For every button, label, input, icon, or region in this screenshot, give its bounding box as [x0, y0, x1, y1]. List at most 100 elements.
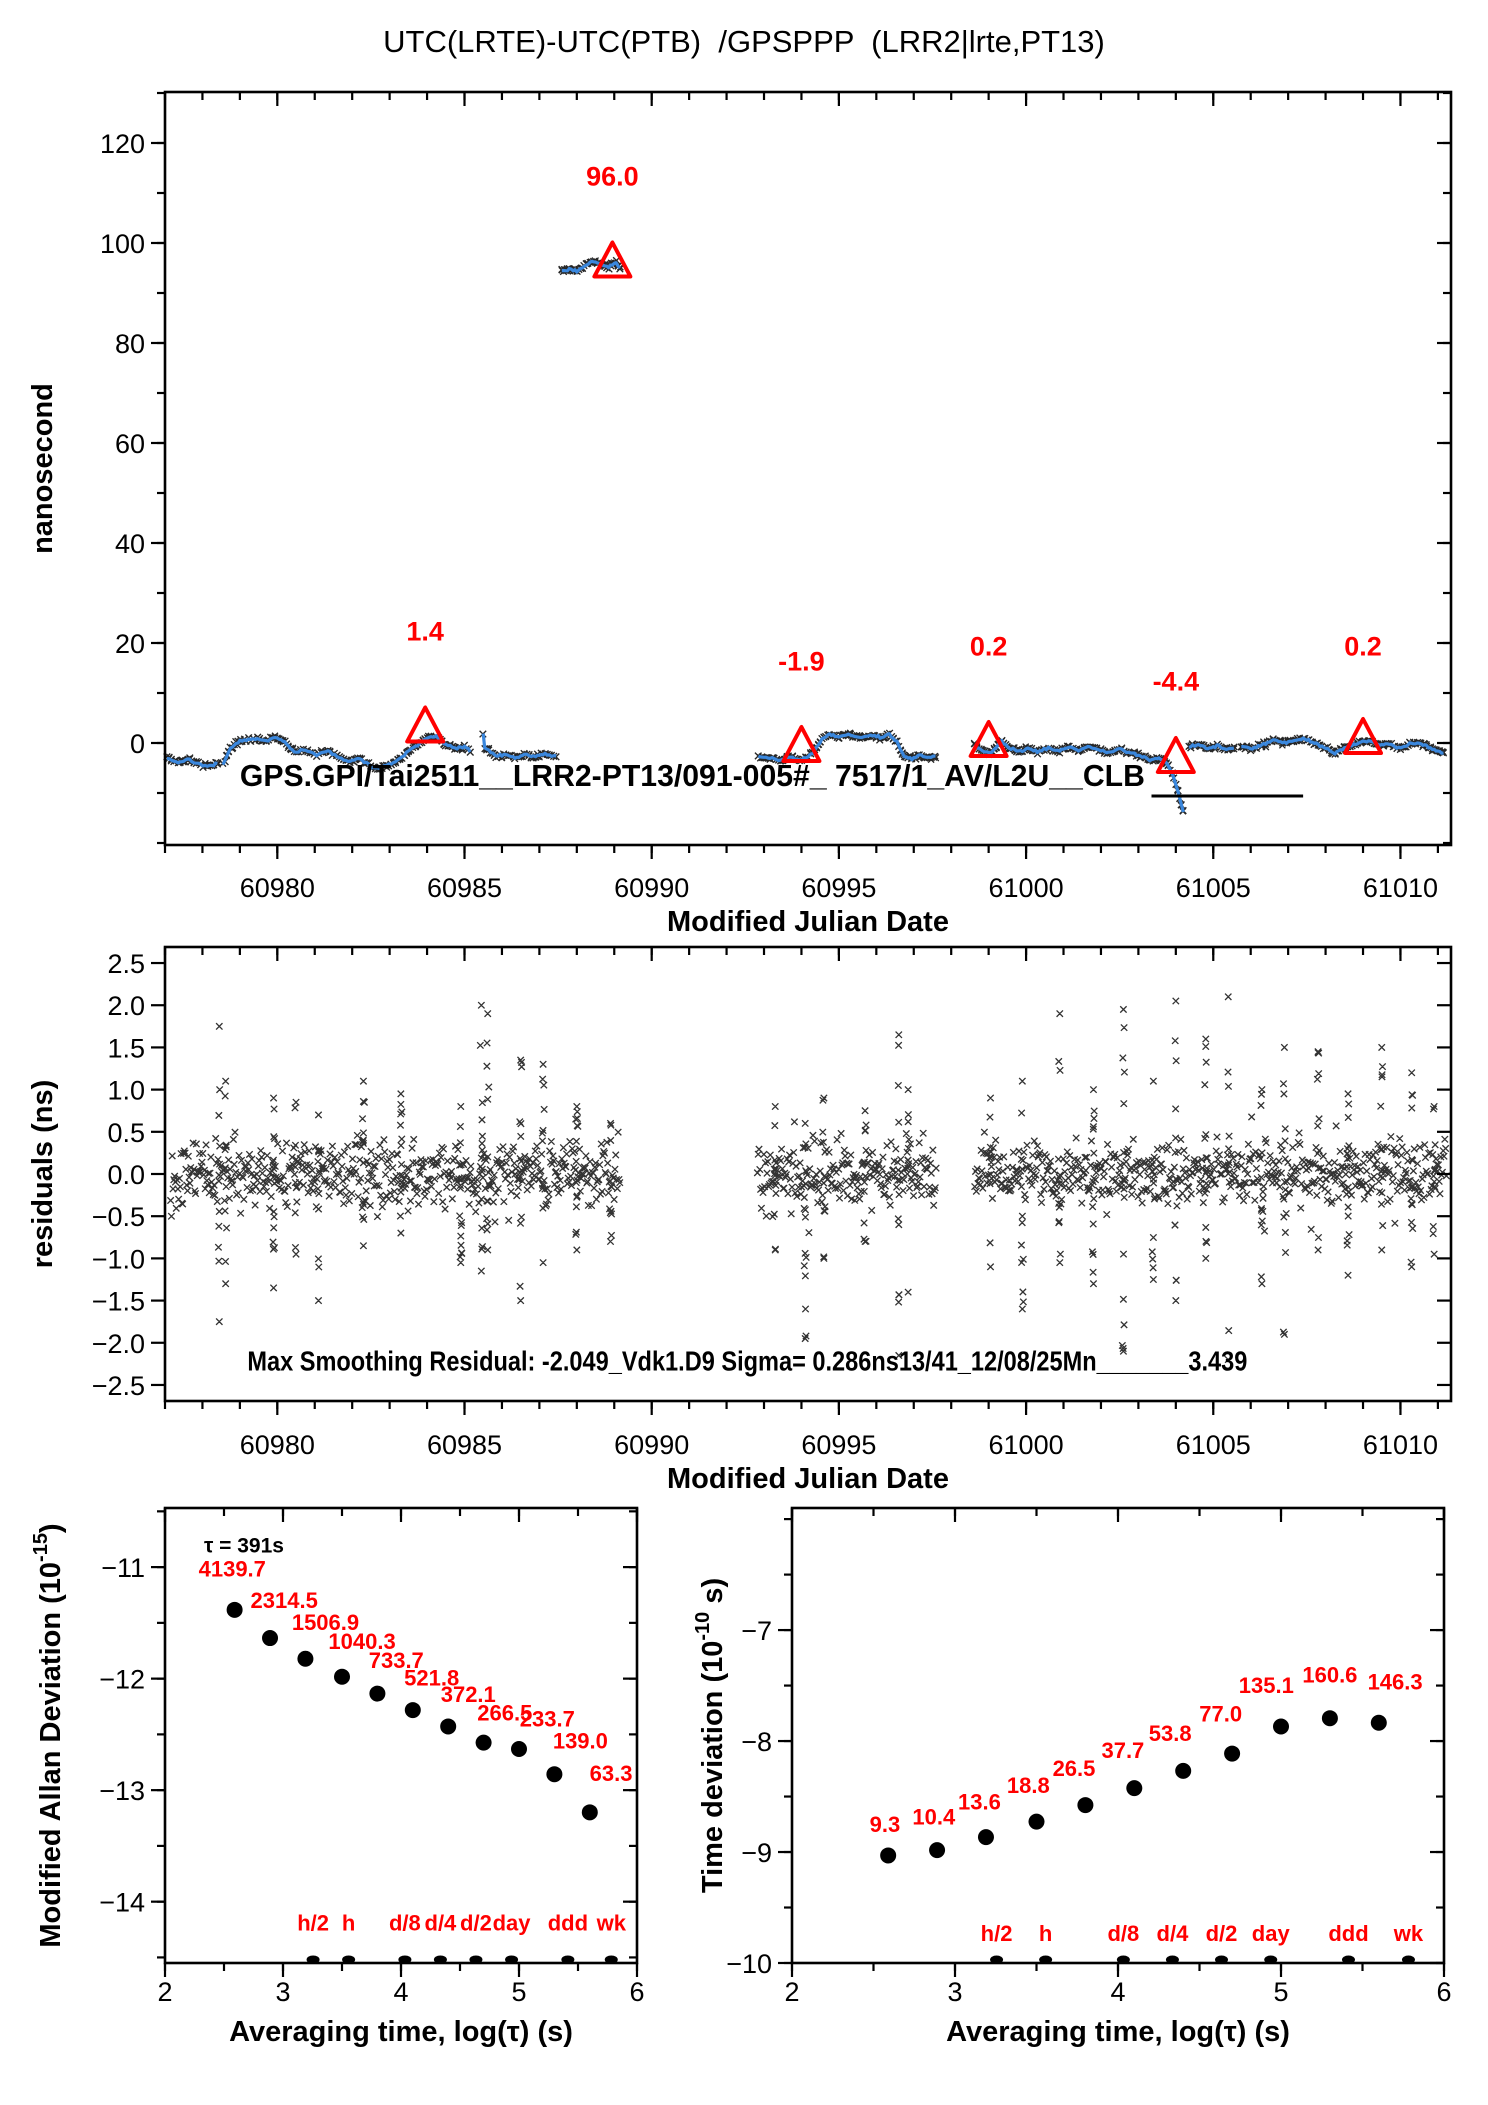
- x-tick-label: 61005: [1176, 873, 1251, 903]
- time-scale-marker-dot: [1215, 1955, 1229, 1964]
- mdev-point: [581, 1804, 598, 1821]
- time-scale-marker-dot: [342, 1955, 356, 1964]
- x-tick-label: 6: [629, 1977, 644, 2007]
- panel-phase: 60980 60985 60990 60995 61000 61005 61010 0 20 40…: [27, 90, 1453, 938]
- mdev-point: [440, 1718, 457, 1735]
- tdev-value-label: 9.3: [870, 1812, 901, 1837]
- mdev-point: [334, 1668, 350, 1685]
- mdev-value-label: 1506.9: [292, 1610, 359, 1635]
- calibration-triangle: [1155, 736, 1196, 774]
- time-scale-marker-dot: [561, 1955, 575, 1964]
- panel-mdev: 2 3 4 5 6 −11 −12 −13 −14 Averaging time, log(τ) …: [30, 1506, 645, 2048]
- y-tick-label: 2.5: [107, 949, 145, 979]
- tdev-value-label: 53.8: [1149, 1721, 1192, 1746]
- x-tick-label: 60980: [240, 1430, 315, 1460]
- time-scale-marker-label: day: [1252, 1921, 1291, 1946]
- y-tick-label: −1.0: [92, 1244, 145, 1274]
- mdev-value-label: 4139.7: [199, 1556, 266, 1581]
- time-scale-marker-dot: [505, 1955, 519, 1964]
- x-tick-label: 61010: [1363, 1430, 1438, 1460]
- x-axis-label: Modified Julian Date: [667, 906, 949, 938]
- time-scale-marker-dot: [306, 1955, 320, 1964]
- smoothed-curve: [973, 738, 1185, 813]
- calibration-triangle: [1343, 717, 1384, 755]
- tdev-value-label: 26.5: [1053, 1756, 1096, 1781]
- panel-tdev: 2 3 4 5 6 −7 −8 −9 −10 Averaging time, log(τ) (s)…: [692, 1506, 1452, 2048]
- y-tick-label: −1.5: [92, 1287, 145, 1317]
- x-tick-label: 4: [1110, 1977, 1125, 2007]
- residual-points-markers: [166, 993, 1451, 1364]
- y-tick-label: 40: [115, 529, 145, 559]
- y-tick-label: −9: [741, 1838, 772, 1868]
- y-tick-label: 1.5: [107, 1033, 145, 1063]
- mdev-point: [546, 1766, 563, 1783]
- mdev-value-label: 2314.5: [251, 1588, 318, 1613]
- x-tick-label: 60990: [614, 1430, 689, 1460]
- y-axis-label: nanosecond: [27, 383, 59, 554]
- time-scale-marker-label: d/2: [1206, 1921, 1238, 1946]
- mdev-point: [511, 1740, 527, 1757]
- y-tick-label: 0.0: [107, 1160, 145, 1190]
- y-tick-label: −2.0: [92, 1329, 145, 1359]
- y-tick-label: 0: [130, 729, 145, 759]
- mdev-point: [262, 1630, 279, 1647]
- tau-annotation: τ = 391s: [204, 1535, 284, 1558]
- x-tick-label: 5: [1273, 1977, 1288, 2007]
- time-scale-marker-label: wk: [596, 1911, 627, 1936]
- time-scale-marker-label: wk: [1393, 1921, 1424, 1946]
- time-scale-marker-dot: [1341, 1955, 1355, 1964]
- time-scale-marker-label: h: [342, 1911, 355, 1936]
- time-scale-marker-dot: [1165, 1955, 1179, 1964]
- mdev-value-label: 63.3: [590, 1761, 633, 1786]
- x-tick-label: 60985: [427, 873, 502, 903]
- tdev-value-label: 160.6: [1302, 1663, 1357, 1688]
- y-tick-label: 20: [115, 629, 145, 659]
- tdev-point: [1077, 1797, 1094, 1814]
- y-tick-label: −7: [741, 1616, 772, 1646]
- y-tick-label: −2.5: [92, 1371, 145, 1401]
- calibration-triangle: [592, 240, 633, 279]
- tdev-value-label: 37.7: [1101, 1738, 1144, 1763]
- y-tick-label: −11: [101, 1553, 145, 1583]
- time-scale-marker-dot: [433, 1955, 447, 1964]
- time-scale-marker-label: day: [493, 1911, 532, 1936]
- mdev-value-label: 233.7: [520, 1707, 575, 1732]
- y-tick-label: 60: [115, 429, 145, 459]
- plot-frame: [790, 1506, 1446, 1965]
- x-axis-label: Averaging time, log(τ) (s): [946, 2016, 1290, 2048]
- time-scale-marker-dot: [604, 1955, 618, 1964]
- smoothed-curve: [1241, 736, 1444, 756]
- mdev-point: [404, 1702, 421, 1719]
- mdev-value-label: 1040.3: [328, 1629, 395, 1654]
- calibration-value-label: 0.2: [1344, 632, 1382, 662]
- calibration-value-label: -4.4: [1153, 667, 1200, 697]
- plot-frame: [163, 90, 1453, 847]
- tdev-point: [1321, 1710, 1338, 1727]
- x-tick-label: 60985: [427, 1430, 502, 1460]
- mdev-value-label: 372.1: [441, 1682, 496, 1707]
- tdev-point: [977, 1829, 994, 1846]
- x-tick-label: 3: [947, 1977, 962, 2007]
- tdev-point: [1175, 1762, 1192, 1779]
- time-scale-marker-label: d/8: [389, 1911, 421, 1936]
- mdev-point: [475, 1734, 492, 1751]
- page-title: UTC(LRTE)-UTC(PTB) /GPSPPP (LRR2|lrte,PT…: [383, 24, 1105, 59]
- x-tick-label: 61005: [1176, 1430, 1251, 1460]
- x-tick-label: 2: [157, 1977, 172, 2007]
- panel-tdev-axes: [778, 1508, 1446, 1977]
- time-scale-marker-dot: [1039, 1955, 1053, 1964]
- mdev-value-label: 139.0: [553, 1729, 608, 1754]
- x-tick-label: 61000: [989, 1430, 1064, 1460]
- x-tick-label: 61000: [989, 873, 1064, 903]
- mdev-point: [369, 1685, 386, 1702]
- time-scale-marker-label: ddd: [548, 1911, 588, 1936]
- y-tick-label: 1.0: [107, 1076, 145, 1106]
- time-scale-marker-dot: [398, 1955, 412, 1964]
- y-tick-label: 100: [100, 229, 145, 259]
- tdev-value-label: 13.6: [958, 1789, 1001, 1814]
- calibration-triangle: [968, 720, 1009, 758]
- y-tick-label: 2.0: [107, 991, 145, 1021]
- tdev-value-label: 146.3: [1368, 1669, 1423, 1694]
